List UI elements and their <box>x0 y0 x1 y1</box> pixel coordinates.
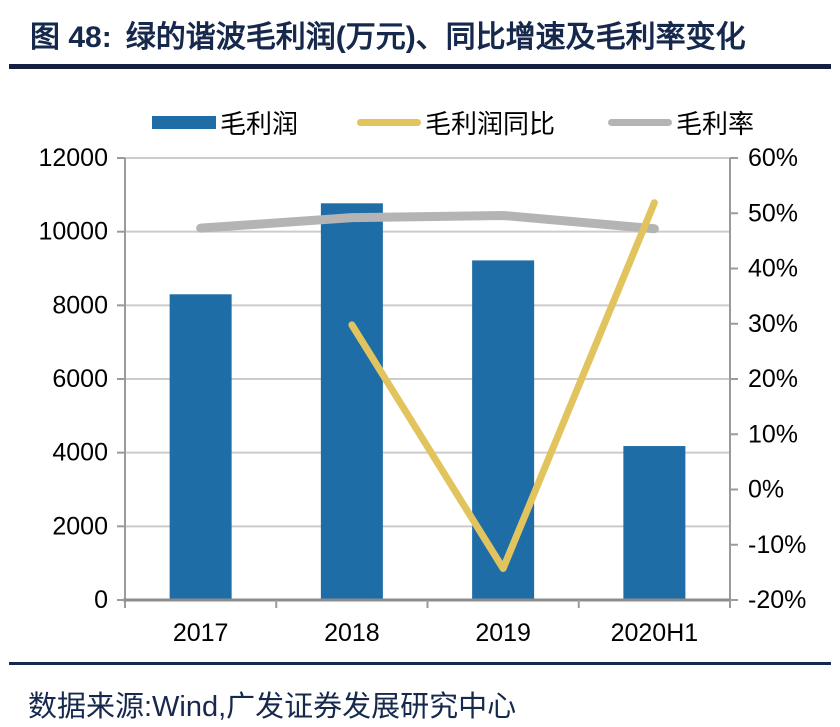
legend-label: 毛利润同比 <box>425 108 556 139</box>
right-axis-tick-label: 10% <box>748 420 798 448</box>
figure-title: 绿的谐波毛利润(万元)、同比增速及毛利率变化 <box>125 21 746 54</box>
x-axis-category-label: 2019 <box>475 619 531 647</box>
right-axis-tick-label: -10% <box>748 531 806 559</box>
legend-label: 毛利润 <box>220 108 299 139</box>
left-axis-tick-label: 6000 <box>52 365 108 393</box>
yoy-line <box>348 199 658 573</box>
left-axis-tick-label: 12000 <box>38 144 108 172</box>
figure-footer: 数据来源:Wind,广发证券发展研究中心 <box>9 662 831 725</box>
left-axis-tick-label: 10000 <box>38 218 108 246</box>
right-axis-tick-label: 40% <box>748 255 798 283</box>
margin-line <box>196 210 659 234</box>
right-axis-tick-label: 60% <box>748 144 798 172</box>
right-axis-tick-label: 0% <box>748 476 784 504</box>
gross-profit-bar <box>169 294 232 600</box>
data-source: 数据来源:Wind,广发证券发展研究中心 <box>28 691 517 723</box>
left-axis-tick-label: 0 <box>94 586 108 614</box>
legend-item-gross-profit: 毛利润 <box>152 108 298 139</box>
left-axis-tick-label: 8000 <box>52 291 108 319</box>
legend-item-margin: 毛利率 <box>608 108 754 139</box>
right-axis-tick-label: -20% <box>748 586 806 614</box>
gross-profit-bar <box>320 203 383 600</box>
left-axis-tick-label: 4000 <box>52 439 108 467</box>
right-axis-tick-label: 30% <box>748 310 798 338</box>
combo-chart: 0 2000 4000 6000 8000 10000 12000 -20% -10% 0% 10%… <box>38 144 806 647</box>
x-axis-category-label: 2020H1 <box>611 619 699 647</box>
legend-item-yoy: 毛利润同比 <box>357 108 555 139</box>
right-axis-tick-label: 50% <box>748 199 798 227</box>
x-axis-category-label: 2017 <box>173 619 229 647</box>
x-axis-category-label: 2018 <box>324 619 380 647</box>
margin-swatch <box>608 118 672 126</box>
figure-number: 图 48: <box>30 21 112 54</box>
figure-header: 图 48: 绿的谐波毛利润(万元)、同比增速及毛利率变化 <box>9 0 831 69</box>
gross-profit-swatch <box>152 115 216 129</box>
gross-profit-bar <box>623 446 686 600</box>
left-axis-tick-label: 2000 <box>52 512 108 540</box>
legend-label: 毛利率 <box>676 108 755 139</box>
right-axis-tick-label: 20% <box>748 365 798 393</box>
gross-profit-bar <box>472 260 535 600</box>
yoy-swatch <box>357 118 421 126</box>
